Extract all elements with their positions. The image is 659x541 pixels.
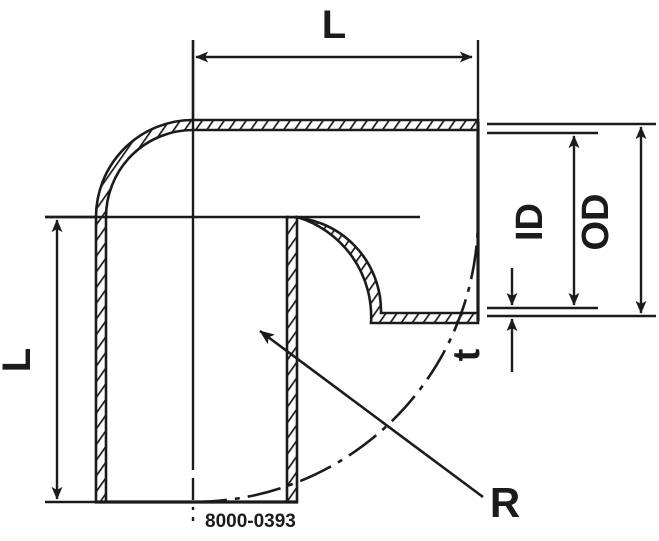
label-bend-radius: R (490, 479, 520, 526)
label-length-left: L (0, 348, 39, 372)
label-outer-diameter: OD (575, 194, 617, 251)
label-inner-diameter: ID (509, 203, 551, 241)
elbow-body (94, 118, 480, 504)
part-number-label: 8000-0393 (205, 511, 296, 532)
label-length-top: L (322, 3, 346, 47)
leader-line-bend-radius (259, 329, 484, 499)
dimension-bend-radius: R (259, 329, 520, 526)
dimension-length-left: L (0, 215, 96, 504)
centerlines (45, 40, 480, 521)
dimension-length-top: L (191, 3, 480, 122)
dimension-wall-thickness: t (446, 268, 518, 372)
centerline-arc (192, 216, 480, 504)
dimension-inner-diameter: ID (487, 131, 598, 310)
label-wall-thickness: t (446, 348, 488, 361)
dimension-outer-diameter: OD (487, 122, 656, 318)
